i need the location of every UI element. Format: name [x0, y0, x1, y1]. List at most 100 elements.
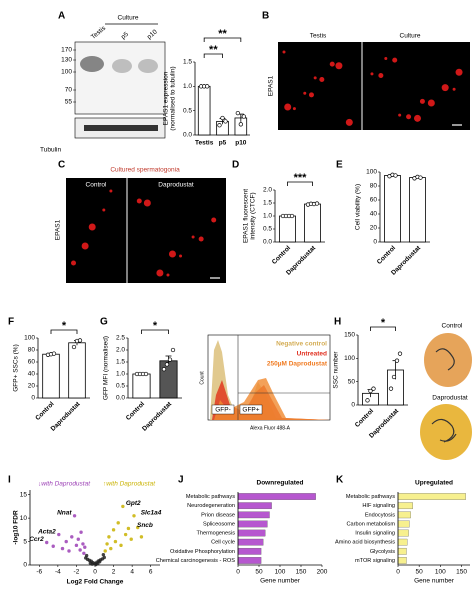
data-point	[76, 537, 80, 541]
cell	[455, 68, 463, 76]
data-point	[365, 398, 370, 403]
blot-band	[80, 56, 104, 72]
cell	[308, 92, 314, 98]
data-point	[105, 542, 109, 546]
cell	[319, 77, 325, 83]
cell	[143, 199, 151, 207]
significance-label: **	[209, 44, 218, 56]
x-tick-label: 6	[149, 569, 153, 576]
cell	[345, 118, 353, 126]
y-tick-label: 2.5	[116, 335, 125, 342]
y-tick-label: 50	[348, 378, 356, 385]
y-axis-label: EPAS1 fluorescent	[243, 189, 250, 243]
data-point	[102, 555, 106, 560]
x-tick-label: 0	[93, 569, 97, 576]
image-title: Daprodustat	[158, 182, 194, 189]
y-tick-label: 80	[28, 347, 36, 354]
data-point	[368, 388, 373, 394]
data-point	[170, 347, 176, 353]
gate-label: GFP-	[215, 407, 231, 414]
lane-label: p5	[120, 31, 130, 41]
bar	[397, 520, 410, 528]
stain-label: EPAS1	[268, 75, 275, 96]
cell	[398, 113, 402, 117]
y-tick-label: Metabolic pathways	[186, 494, 235, 500]
significance-label: **	[218, 28, 227, 40]
panel-label: E	[336, 160, 343, 171]
cell	[211, 217, 217, 223]
x-tick-label: Testis	[195, 140, 214, 147]
gene-label: Acta2	[37, 528, 56, 535]
y-tick-label: 60	[28, 359, 36, 366]
lane-label: Testis	[90, 24, 108, 41]
y-tick-label: 0	[351, 402, 355, 409]
gene-label: Slc1a4	[141, 510, 162, 517]
significance-bracket	[287, 181, 313, 186]
y-tick-label: 1.0	[183, 83, 192, 90]
legend-label: ↓with Daprodustat	[38, 481, 91, 488]
ovary-image	[424, 333, 472, 387]
data-point	[119, 543, 123, 548]
cell	[329, 61, 335, 67]
data-point	[121, 504, 125, 509]
data-point	[78, 548, 82, 552]
image-title: Control	[442, 323, 464, 330]
y-tick-label: 20	[370, 225, 378, 232]
data-point	[71, 344, 77, 350]
y-tick-label: 60	[370, 197, 378, 204]
bar	[237, 511, 270, 519]
data-point	[161, 367, 167, 372]
tubulin-band	[84, 125, 158, 131]
bar	[237, 538, 264, 546]
flow-legend: 250µM Daprodustat	[267, 361, 328, 368]
data-point	[394, 358, 400, 363]
data-point	[101, 552, 106, 557]
y-tick-label: 0	[373, 239, 377, 246]
y-tick-label: 1.5	[116, 359, 125, 366]
cell	[198, 236, 204, 242]
data-point	[60, 546, 65, 551]
data-point	[220, 115, 225, 121]
y-tick-label: 100	[24, 335, 35, 342]
x-tick-label: Control	[125, 401, 146, 422]
x-tick-label: Daprodustat	[141, 400, 174, 433]
x-tick-label: 50	[255, 569, 263, 576]
x-tick-label: Control	[376, 245, 397, 266]
image-title: Testis	[310, 33, 327, 40]
x-tick-label: -6	[36, 569, 42, 576]
bar	[197, 85, 211, 136]
data-point	[241, 114, 246, 119]
cell	[109, 189, 113, 193]
gene-label: Ccr2	[29, 536, 44, 543]
cell	[384, 56, 388, 60]
y-tick-label: Amino acid biosynthesis	[335, 540, 395, 546]
cell	[378, 72, 384, 78]
cell	[313, 76, 317, 80]
significance-bracket	[50, 329, 78, 334]
x-tick-label: 0	[396, 569, 400, 576]
x-tick-label: 4	[130, 569, 134, 576]
data-point	[314, 201, 320, 206]
y-tick-label: 20	[28, 383, 36, 390]
y-tick-label: HIF signaling	[362, 503, 395, 509]
data-point	[94, 562, 98, 567]
y-tick-label: Endocytosis	[365, 512, 395, 518]
data-point	[393, 173, 398, 178]
y-tick-label: 0	[31, 395, 35, 402]
y-tick-label: 0.5	[183, 107, 192, 114]
y-tick-label: Metabolic pathways	[346, 494, 395, 500]
bar	[237, 547, 262, 555]
y-axis-label: EPAS1 expression	[163, 71, 170, 125]
data-point	[418, 175, 423, 180]
cell	[419, 98, 425, 104]
x-tick-label: p5	[219, 140, 227, 147]
y-tick-label: 0.0	[263, 239, 272, 246]
data-point	[57, 532, 61, 537]
data-point	[111, 528, 116, 532]
bar	[397, 557, 407, 564]
x-tick-label: 100	[435, 569, 446, 576]
y-tick-label: Neurodegeneration	[187, 503, 235, 509]
significance-bracket	[141, 329, 169, 334]
cell	[166, 273, 170, 277]
cell	[335, 62, 343, 70]
